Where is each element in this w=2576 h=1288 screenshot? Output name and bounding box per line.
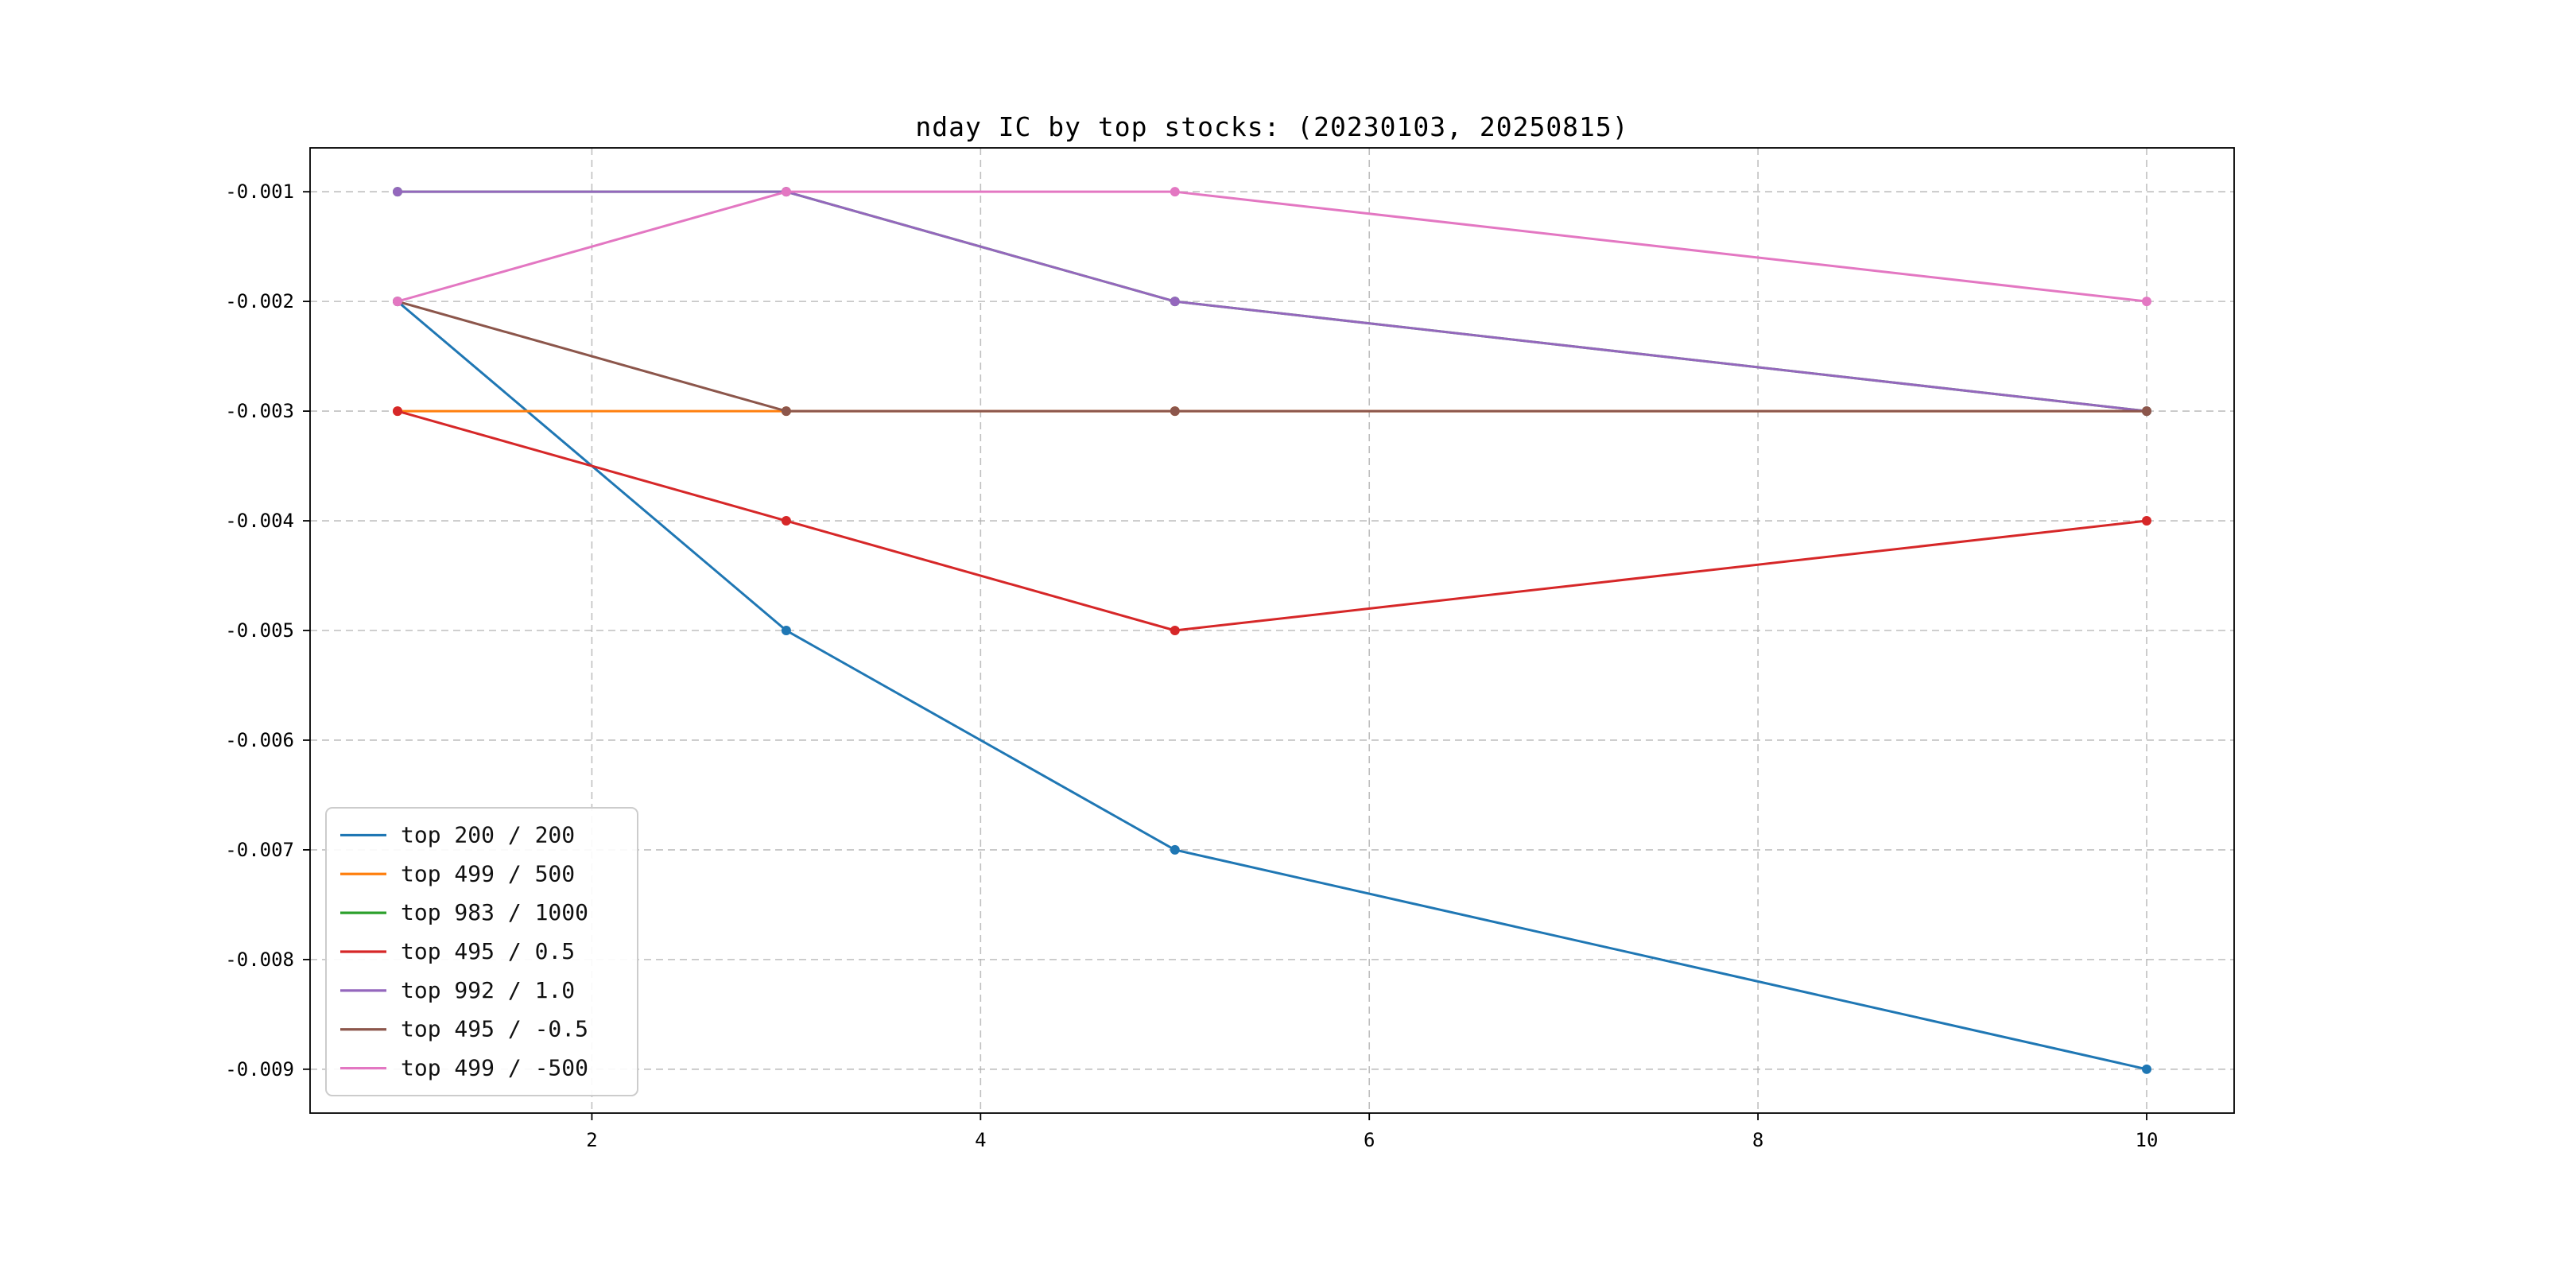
y-tick-label: -0.009 [225, 1058, 294, 1080]
x-tick-label: 4 [975, 1129, 986, 1151]
series-line-4 [396, 190, 2148, 413]
x-tick-label: 2 [586, 1129, 597, 1151]
legend-label: top 200 / 200 [401, 821, 575, 848]
chart-title: nday IC by top stocks: (20230103, 202508… [915, 111, 1629, 142]
data-marker [781, 626, 791, 635]
data-marker [393, 297, 402, 307]
data-marker [1170, 844, 1180, 855]
data-marker [781, 187, 791, 197]
data-marker [2142, 297, 2151, 307]
data-marker [2142, 1064, 2151, 1074]
legend-label: top 992 / 1.0 [401, 977, 575, 1003]
data-marker [2142, 406, 2151, 417]
y-tick-label: -0.002 [225, 290, 294, 312]
data-marker [781, 406, 791, 417]
data-marker [1170, 187, 1180, 197]
legend-label: top 983 / 1000 [401, 899, 588, 925]
y-tick-label: -0.004 [225, 510, 294, 532]
legend-label: top 495 / 0.5 [401, 938, 575, 964]
y-tick-label: -0.003 [225, 400, 294, 422]
data-marker [1170, 297, 1180, 307]
legend-label: top 499 / 500 [401, 860, 575, 886]
y-tick-label: -0.007 [225, 839, 294, 861]
x-tick-label: 8 [1752, 1129, 1763, 1151]
legend-label: top 495 / -0.5 [401, 1016, 588, 1042]
y-tick-label: -0.008 [225, 949, 294, 971]
data-marker [393, 187, 402, 197]
series-line-0 [396, 300, 2148, 1071]
data-marker [393, 406, 402, 417]
series-line-6 [396, 190, 2148, 303]
y-tick-label: -0.006 [225, 729, 294, 751]
legend-label: top 499 / -500 [401, 1055, 588, 1081]
data-marker [1170, 626, 1180, 635]
x-tick-label: 10 [2136, 1129, 2159, 1151]
y-tick-label: -0.005 [225, 619, 294, 642]
data-marker [781, 516, 791, 526]
series-line-5 [396, 300, 2148, 413]
y-tick-label: -0.001 [225, 180, 294, 203]
legend-box [325, 807, 638, 1096]
x-tick-label: 6 [1364, 1129, 1375, 1151]
data-marker [1170, 406, 1180, 417]
series-line-3 [396, 409, 2148, 632]
data-marker [2142, 516, 2151, 526]
